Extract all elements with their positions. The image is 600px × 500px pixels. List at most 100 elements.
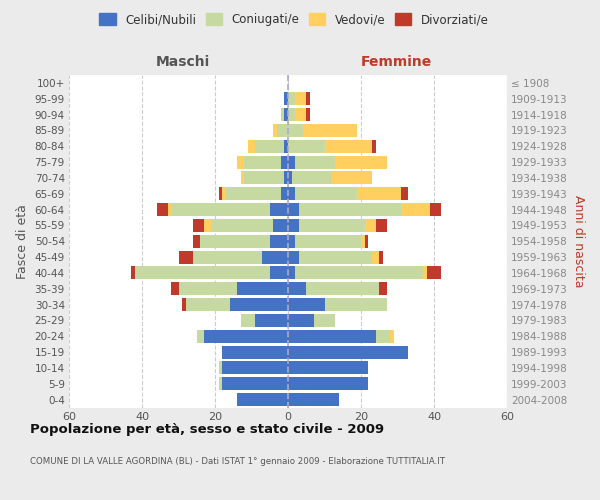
Bar (423, 266, 427, 280)
Bar (193, 219, 204, 232)
Bar (134, 266, 270, 280)
Bar (167, 203, 171, 216)
Bar (358, 188, 401, 200)
Bar (288, 108, 295, 121)
Bar (295, 235, 361, 248)
Bar (274, 219, 288, 232)
Bar (237, 282, 288, 295)
Bar (302, 124, 358, 137)
Bar (288, 298, 325, 311)
Bar (157, 203, 167, 216)
Bar (255, 314, 288, 327)
Bar (288, 188, 295, 200)
Bar (186, 298, 230, 311)
Bar (284, 140, 288, 152)
Bar (306, 282, 379, 295)
Bar (223, 378, 288, 390)
Bar (274, 124, 277, 137)
Bar (376, 219, 386, 232)
Bar (288, 378, 368, 390)
Bar (295, 266, 423, 280)
Text: COMUNE DI LA VALLE AGORDINA (BL) - Dati ISTAT 1° gennaio 2009 - Elaborazione TUT: COMUNE DI LA VALLE AGORDINA (BL) - Dati … (30, 458, 445, 466)
Bar (292, 172, 332, 184)
Bar (325, 140, 372, 152)
Text: Maschi: Maschi (156, 55, 210, 69)
Bar (288, 124, 302, 137)
Bar (204, 330, 288, 342)
Bar (226, 188, 281, 200)
Bar (427, 266, 442, 280)
Bar (288, 346, 409, 358)
Bar (241, 314, 255, 327)
Bar (230, 298, 288, 311)
Bar (335, 156, 386, 168)
Bar (288, 393, 339, 406)
Bar (248, 140, 255, 152)
Bar (288, 219, 299, 232)
Bar (262, 250, 288, 264)
Bar (295, 188, 358, 200)
Bar (244, 156, 281, 168)
Bar (193, 235, 200, 248)
Y-axis label: Fasce di età: Fasce di età (16, 204, 29, 279)
Bar (277, 124, 288, 137)
Bar (237, 156, 244, 168)
Bar (288, 140, 325, 152)
Bar (295, 92, 306, 105)
Bar (401, 203, 430, 216)
Bar (401, 188, 409, 200)
Bar (171, 203, 270, 216)
Bar (288, 203, 299, 216)
Bar (306, 108, 310, 121)
Bar (131, 266, 134, 280)
Bar (270, 203, 288, 216)
Bar (211, 219, 274, 232)
Y-axis label: Anni di nascita: Anni di nascita (572, 195, 584, 288)
Bar (365, 219, 376, 232)
Bar (372, 140, 376, 152)
Bar (288, 156, 295, 168)
Bar (223, 346, 288, 358)
Bar (218, 378, 223, 390)
Bar (295, 108, 306, 121)
Bar (281, 156, 288, 168)
Bar (197, 330, 204, 342)
Bar (171, 282, 179, 295)
Bar (288, 362, 368, 374)
Bar (179, 282, 237, 295)
Text: Femmine: Femmine (361, 55, 431, 69)
Bar (295, 156, 335, 168)
Bar (182, 298, 186, 311)
Bar (193, 250, 262, 264)
Bar (281, 188, 288, 200)
Bar (365, 235, 368, 248)
Text: Popolazione per età, sesso e stato civile - 2009: Popolazione per età, sesso e stato civil… (30, 422, 384, 436)
Bar (288, 172, 292, 184)
Bar (288, 330, 376, 342)
Bar (200, 235, 270, 248)
Legend: Celibi/Nubili, Coniugati/e, Vedovi/e, Divorziati/e: Celibi/Nubili, Coniugati/e, Vedovi/e, Di… (94, 8, 494, 31)
Bar (288, 92, 295, 105)
Bar (379, 250, 383, 264)
Bar (379, 282, 386, 295)
Bar (288, 314, 314, 327)
Bar (204, 219, 211, 232)
Bar (222, 188, 226, 200)
Bar (288, 235, 295, 248)
Bar (244, 172, 284, 184)
Bar (281, 108, 284, 121)
Bar (332, 172, 372, 184)
Bar (218, 188, 223, 200)
Bar (179, 250, 193, 264)
Bar (255, 140, 284, 152)
Bar (372, 250, 379, 264)
Bar (299, 203, 401, 216)
Bar (284, 108, 288, 121)
Bar (270, 235, 288, 248)
Bar (284, 92, 288, 105)
Bar (284, 172, 288, 184)
Bar (390, 330, 394, 342)
Bar (223, 362, 288, 374)
Bar (288, 266, 295, 280)
Bar (306, 92, 310, 105)
